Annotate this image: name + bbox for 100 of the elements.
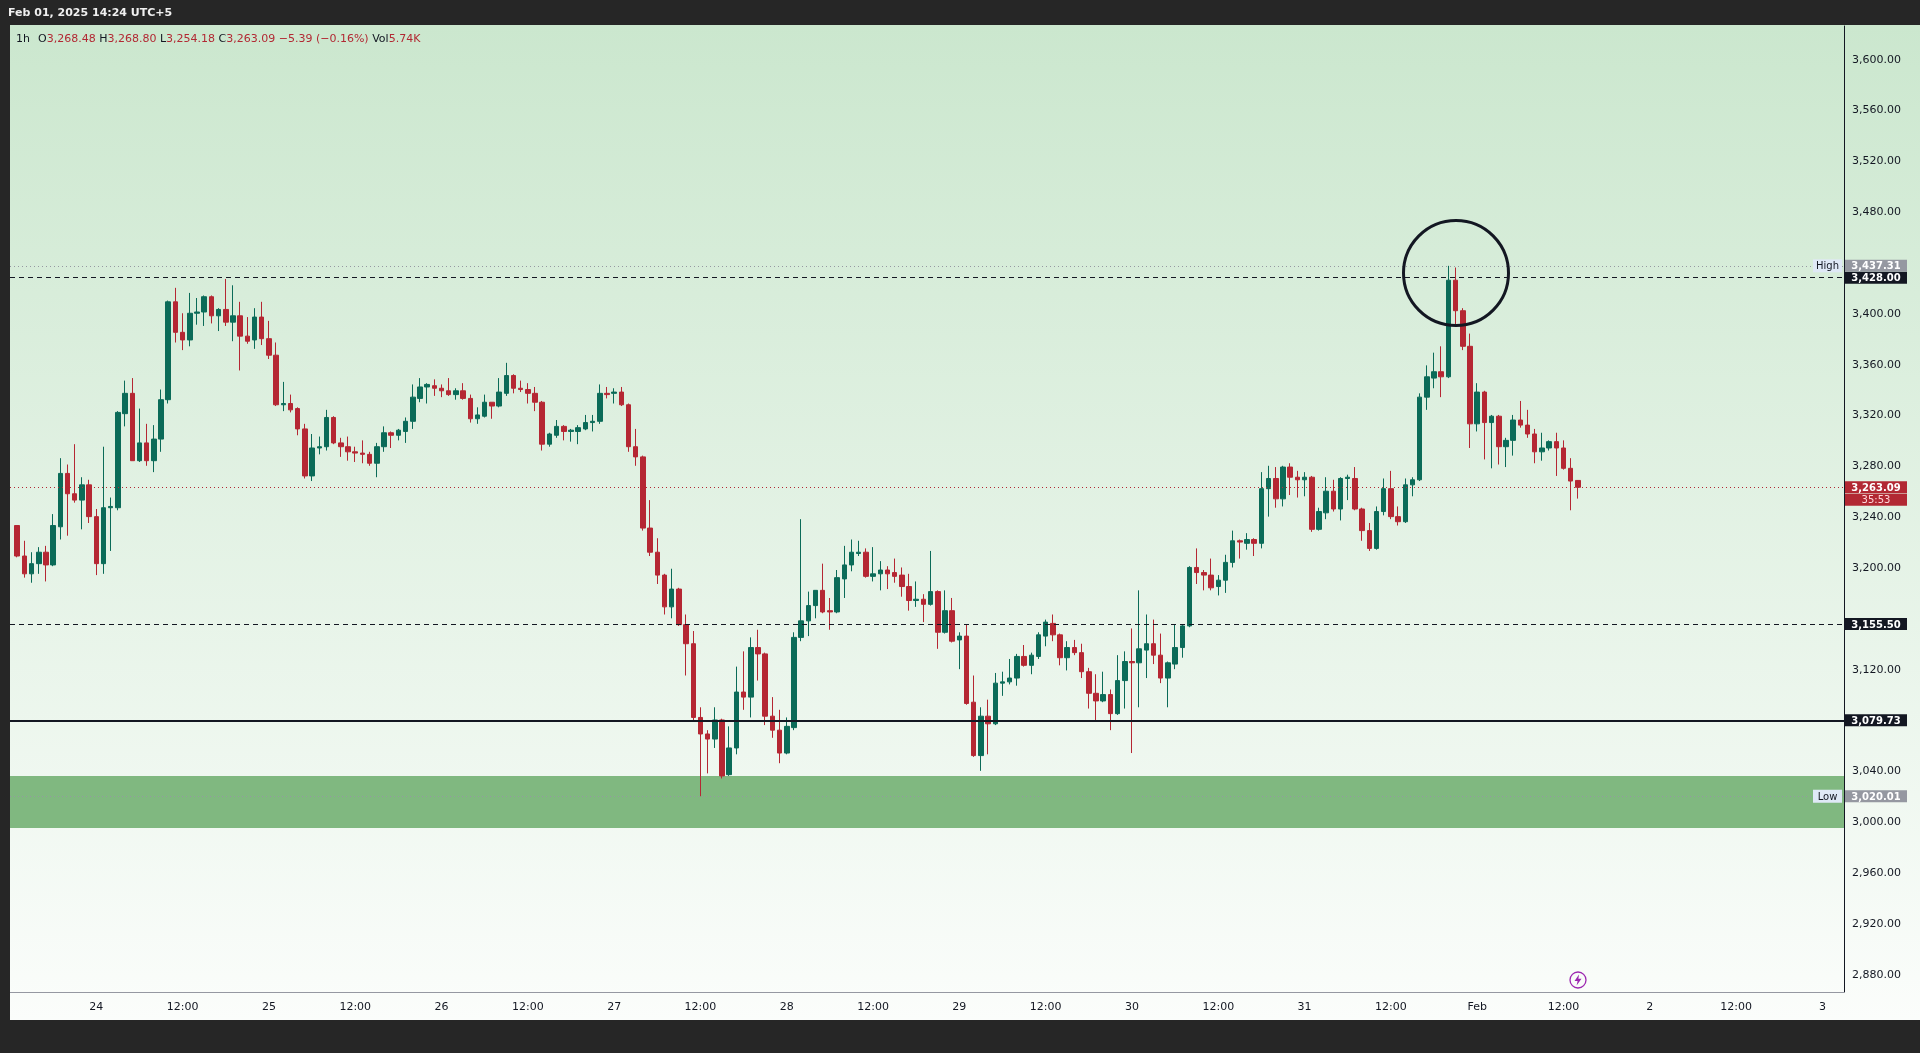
y-tick-label: 3,263.09: [1851, 481, 1901, 493]
candlestick: [1216, 574, 1221, 596]
candlestick: [1021, 644, 1027, 668]
candlestick: [403, 416, 408, 444]
candlestick: [518, 380, 523, 393]
candlestick: [223, 278, 229, 327]
candlestick: [432, 378, 437, 397]
candlestick: [957, 631, 962, 670]
candlestick: [734, 666, 739, 755]
candlestick: [1036, 631, 1041, 660]
candlestick: [1554, 432, 1559, 477]
candlestick: [252, 307, 257, 350]
candlestick: [1518, 400, 1523, 429]
candlestick: [180, 312, 185, 351]
candlestick: [748, 636, 754, 718]
candlestick: [50, 513, 56, 567]
candlestick: [583, 414, 588, 431]
candlestick: [1338, 476, 1343, 521]
candlestick: [698, 706, 703, 797]
y-tick-label: 3,040.00: [1852, 764, 1901, 778]
candlestick: [1158, 633, 1163, 684]
candlestick: [79, 476, 85, 530]
candlestick: [468, 394, 473, 424]
x-tick-label: 12:00: [684, 1000, 717, 1013]
candlestick: [446, 377, 451, 397]
candlestick: [770, 696, 775, 739]
candlestick: [137, 408, 142, 463]
candlestick: [1230, 530, 1235, 568]
candlestick: [1129, 627, 1135, 754]
candlestick: [288, 394, 293, 413]
candlestick: [460, 382, 466, 401]
x-tick-label: 2: [1646, 1000, 1654, 1013]
candlestick: [281, 381, 286, 412]
y-tick-label: 3,560.00: [1852, 103, 1901, 117]
y-tick-label: 3,020.01: [1851, 790, 1901, 802]
candlestick: [1381, 477, 1386, 516]
candlestick: [619, 386, 624, 407]
x-tick-label: 30: [1124, 1000, 1139, 1013]
x-tick-label: 12:00: [511, 1000, 544, 1013]
candlestick: [504, 362, 509, 397]
candlestick: [1151, 619, 1156, 665]
candlestick: [806, 591, 811, 637]
y-tick-label: 3,520.00: [1852, 154, 1901, 168]
candlestick: [1079, 643, 1084, 679]
candlestick: [633, 428, 638, 467]
y-tick-label: 3,200.00: [1852, 560, 1901, 574]
candlestick: [324, 409, 329, 452]
candlestick: [1453, 267, 1458, 326]
y-tick-label: 2,920.00: [1852, 916, 1901, 930]
candlestick: [1115, 654, 1120, 716]
candlestick: [820, 563, 825, 614]
candlestick: [1014, 653, 1020, 687]
y-tick-label: 3,400.00: [1852, 306, 1901, 320]
candlestick: [1244, 532, 1250, 551]
candlestick: [705, 729, 710, 774]
candlestick: [309, 433, 315, 482]
candlestick: [388, 430, 394, 449]
candlestick: [101, 446, 106, 575]
candlestick: [331, 415, 336, 445]
candlestick: [144, 423, 149, 467]
candlestick: [741, 650, 746, 711]
y-tick-label: 3,437.31: [1851, 260, 1901, 272]
candlestick: [942, 589, 948, 635]
x-tick-label: 28: [779, 1000, 794, 1013]
candlestick: [655, 537, 660, 585]
candlestick: [237, 301, 243, 371]
candlestick: [1525, 409, 1530, 439]
candlestick: [259, 301, 264, 346]
candlestick: [511, 373, 516, 394]
candlestick: [475, 406, 480, 425]
candlestick: [1237, 539, 1243, 560]
candlestick: [1144, 614, 1149, 679]
y-tick-label: 3,360.00: [1852, 357, 1901, 371]
x-tick-label: 12:00: [1029, 1000, 1062, 1013]
y-tick-label: 3,280.00: [1852, 459, 1901, 473]
x-tick-label: 24: [89, 1000, 104, 1013]
candlestick: [209, 294, 214, 324]
candlestick: [928, 550, 933, 607]
x-tick-label: 27: [607, 1000, 622, 1013]
candlestick: [777, 709, 782, 764]
x-tick-label: 12:00: [339, 1000, 372, 1013]
candlestick: [29, 551, 34, 584]
candlestick: [1438, 345, 1444, 398]
candlestick: [935, 589, 941, 650]
candlestick: [1064, 640, 1070, 671]
candlestick: [611, 387, 617, 404]
candlestick: [317, 436, 322, 455]
candlestick: [1561, 439, 1566, 471]
text: 35:53: [1861, 494, 1891, 506]
candlestick: [827, 597, 833, 631]
candlestick: [892, 558, 897, 584]
candlestick: [1072, 639, 1077, 656]
candlestick: [1532, 428, 1537, 464]
candlestick: [216, 307, 221, 332]
candlestick: [834, 569, 840, 614]
candlestick: [108, 497, 113, 552]
candlestick: [36, 546, 42, 575]
y-tick-label: 2,960.00: [1852, 866, 1901, 880]
y-tick-label: 3,240.00: [1852, 510, 1901, 524]
y-tick-label: 3,600.00: [1852, 52, 1901, 66]
